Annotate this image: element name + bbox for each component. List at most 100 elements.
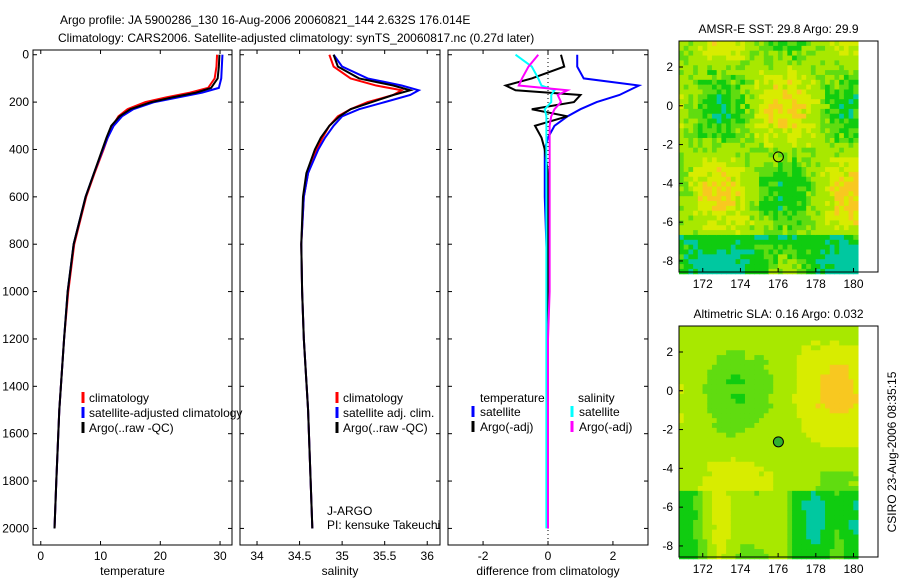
map-cell (744, 147, 751, 154)
map-cell (843, 355, 850, 361)
map-cell (810, 519, 817, 526)
y-tick-label: 200 (9, 95, 29, 109)
map-cell (688, 133, 694, 139)
map-cell (716, 41, 722, 47)
map-cell (679, 50, 685, 57)
map-cell (716, 220, 722, 226)
map-cell (749, 413, 755, 419)
map-cell (782, 50, 788, 57)
map-cell (792, 534, 798, 540)
map-cell (744, 481, 751, 487)
map-cell (679, 84, 685, 90)
map-cell (796, 345, 802, 351)
map-cell (707, 196, 713, 202)
map-cell (730, 264, 737, 270)
map-cell (759, 326, 765, 332)
map-cell (796, 510, 802, 516)
map-cell (702, 524, 708, 531)
map-cell (735, 128, 741, 134)
map-cell (707, 345, 713, 351)
map-cell (726, 133, 732, 139)
map-cell (744, 94, 751, 100)
map-cell (697, 345, 704, 351)
map-cell (697, 137, 704, 144)
map-cell (853, 191, 859, 197)
map-cell (679, 369, 685, 375)
map-cell (688, 486, 694, 492)
map-cell (801, 234, 807, 241)
map-cell (759, 340, 765, 346)
map-cell (679, 359, 685, 366)
map-cell (768, 519, 774, 526)
map-cell (820, 157, 826, 163)
map-cell (697, 152, 704, 158)
map-cell (721, 544, 727, 550)
map-cell (792, 205, 798, 212)
map-cell (820, 384, 826, 390)
map-cell (730, 398, 737, 405)
map-cell (782, 389, 788, 395)
map-cell (792, 461, 798, 468)
map-cell (815, 374, 821, 380)
map-cell (834, 544, 840, 550)
map-cell (848, 384, 854, 390)
map-cell (806, 133, 812, 139)
map-cell (749, 181, 755, 187)
map-cell (777, 104, 784, 110)
map-cell (726, 427, 732, 434)
map-cell (740, 128, 746, 134)
map-cell (777, 408, 784, 414)
map-cell (683, 408, 689, 414)
map-cell (697, 104, 704, 110)
map-cell (839, 350, 845, 356)
map-cell (815, 152, 821, 158)
map-cell (683, 350, 689, 356)
map-cell (740, 476, 746, 482)
map-cell (697, 330, 704, 337)
map-cell (839, 123, 845, 129)
map-cell (716, 210, 722, 217)
map-cell (688, 418, 694, 424)
map-cell (730, 519, 737, 526)
map-cell (726, 123, 732, 129)
map-cell (806, 41, 812, 47)
map-cell (711, 456, 718, 463)
map-cell (744, 408, 751, 414)
map-cell (773, 515, 779, 521)
map-x-tick-label: 172 (693, 562, 713, 576)
map-cell (777, 340, 784, 346)
map-cell (839, 171, 845, 178)
title-line-2: Climatology: CARS2006. Satellite-adjuste… (58, 31, 534, 45)
map-cell (749, 239, 755, 246)
map-cell (688, 79, 694, 86)
map-cell (735, 500, 741, 506)
map-cell (730, 210, 737, 217)
map-cell (707, 471, 713, 477)
map-cell (777, 330, 784, 337)
map-cell (711, 452, 718, 458)
map-cell (820, 65, 826, 71)
map-cell (839, 157, 845, 163)
map-cell (839, 335, 845, 342)
map-cell (730, 191, 737, 197)
map-cell (801, 196, 807, 202)
map-cell (825, 210, 831, 217)
map-cell (839, 230, 845, 236)
map-cell (697, 452, 704, 458)
map-cell (806, 249, 812, 255)
map-cell (810, 335, 817, 342)
series-line-satellite-adjusted-climatology (53, 54, 224, 529)
map-cell (726, 244, 732, 251)
map-cell (754, 210, 760, 217)
map-cell (839, 524, 845, 531)
map-cell (782, 84, 788, 90)
map-cell (768, 133, 774, 139)
map-cell (744, 519, 751, 526)
map-cell (693, 133, 699, 139)
map-cell (707, 201, 713, 207)
map-cell (716, 505, 722, 511)
map-cell (693, 254, 699, 260)
map-cell (810, 201, 817, 207)
map-cell (726, 379, 732, 385)
map-cell (810, 137, 817, 144)
